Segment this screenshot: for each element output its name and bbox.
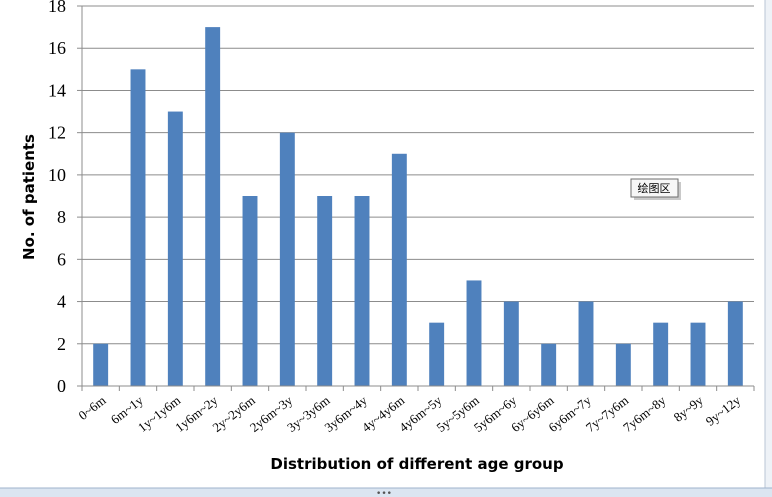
bar-6y6m~7y <box>578 301 594 386</box>
bar-3y6m~4y <box>354 196 370 386</box>
y-tick-label: 4 <box>57 292 66 312</box>
bar-1y6m~2y <box>205 27 221 386</box>
x-tick-label: 8y~9y <box>671 392 707 424</box>
bar-6m~1y <box>130 69 146 386</box>
x-tick-label: 0~6m <box>76 393 109 423</box>
y-tick-label: 10 <box>48 165 66 185</box>
y-tick-label: 14 <box>48 80 66 100</box>
bar-6y~6y6m <box>541 343 557 386</box>
bar-7y6m~8y <box>653 322 669 386</box>
y-tick-label: 8 <box>57 207 66 227</box>
bar-2y6m~3y <box>279 132 295 386</box>
tooltip-box <box>630 178 679 198</box>
y-tick-label: 2 <box>57 334 66 354</box>
y-tick-label: 12 <box>48 123 66 143</box>
bar-4y6m~5y <box>429 322 445 386</box>
bar-5y6m~6y <box>503 301 519 386</box>
window-bottom-edge <box>0 488 772 497</box>
y-tick-label: 18 <box>48 0 66 16</box>
y-tick-label: 0 <box>57 376 66 396</box>
bar-4y~4y6m <box>391 153 407 386</box>
bar-2y~2y6m <box>242 196 258 386</box>
tooltip-label: 绘图区 <box>638 181 671 195</box>
y-tick-label: 6 <box>57 249 66 269</box>
y-tick-label: 16 <box>48 38 66 58</box>
x-axis-title: Distribution of different age group <box>270 455 563 473</box>
resize-grip-icon[interactable]: ••• <box>376 489 392 497</box>
x-tick-label: 7y6m~8y <box>620 392 669 435</box>
y-axis-title: No. of patients <box>20 134 38 260</box>
bar-1y~1y6m <box>167 111 183 387</box>
bar-7y~7y6m <box>615 343 631 386</box>
x-tick-label: 9y~12y <box>703 392 744 428</box>
bar-5y~5y6m <box>466 280 482 386</box>
bar-0~6m <box>93 343 109 386</box>
bar-8y~9y <box>690 322 706 386</box>
plot-area-tooltip: 绘图区 <box>630 178 681 200</box>
bar-9y~12y <box>727 301 743 386</box>
window-right-edge <box>765 0 772 497</box>
bar-3y~3y6m <box>317 196 333 386</box>
